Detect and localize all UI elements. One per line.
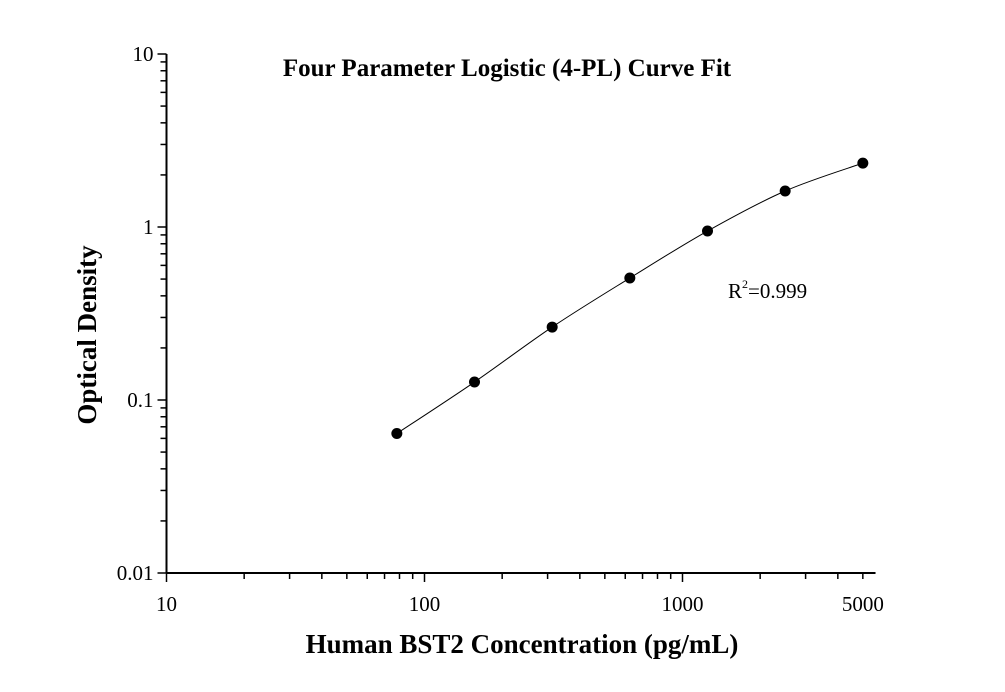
y-axis-label: Optical Density	[72, 245, 102, 425]
data-point	[624, 272, 636, 284]
x-tick-label: 100	[409, 592, 441, 616]
data-point	[702, 225, 714, 237]
y-tick-label: 10	[133, 42, 154, 66]
data-point	[857, 157, 869, 169]
chart-title: Four Parameter Logistic (4-PL) Curve Fit	[283, 55, 732, 82]
x-axis-label: Human BST2 Concentration (pg/mL)	[306, 629, 739, 659]
y-tick-label: 0.01	[117, 561, 154, 585]
r-superscript: 2	[742, 277, 748, 291]
r-value: =0.999	[748, 279, 807, 303]
x-tick-label: 10	[156, 592, 177, 616]
ticks: 10 100 1000 5000 0.01 0.1 1 10	[117, 42, 884, 616]
x-tick-label: 5000	[842, 592, 884, 616]
x-tick-label: 1000	[662, 592, 704, 616]
data-point	[546, 321, 558, 333]
y-tick-label: 1	[143, 215, 154, 239]
data-points	[391, 157, 869, 440]
r-squared-annotation: R2=0.999	[728, 277, 807, 303]
y-tick-label: 0.1	[127, 388, 153, 412]
r-label: R	[728, 279, 742, 303]
axes	[165, 54, 876, 574]
data-point	[779, 185, 791, 197]
data-point	[469, 376, 481, 388]
data-point	[391, 428, 403, 440]
